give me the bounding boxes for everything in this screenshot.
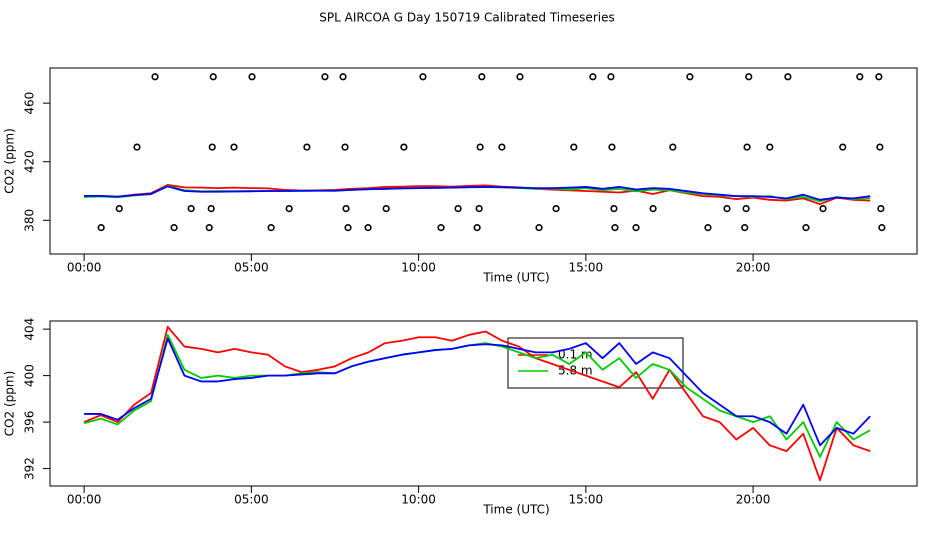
data-point: [570, 143, 578, 151]
data-point: [205, 224, 213, 232]
data-point: [856, 73, 864, 81]
data-point: [230, 143, 238, 151]
data-point: [151, 73, 159, 81]
data-point: [876, 143, 884, 151]
data-point: [610, 204, 618, 213]
x-tick-label: 00:00: [67, 493, 102, 507]
data-point: [187, 204, 195, 213]
data-point: [476, 143, 484, 151]
data-point: [686, 73, 694, 81]
data-point: [454, 204, 462, 213]
data-point: [552, 204, 560, 213]
x-axis-label: Time (UTC): [482, 503, 549, 517]
data-point: [784, 73, 792, 81]
plot-frame: [49, 67, 918, 255]
data-point: [516, 73, 524, 81]
data-point: [285, 204, 293, 213]
data-point: [742, 204, 750, 213]
x-tick-label: 05:00: [234, 493, 269, 507]
data-point: [437, 224, 445, 232]
data-line: [84, 183, 871, 206]
data-point: [878, 224, 886, 232]
data-point: [478, 73, 486, 81]
data-point: [400, 143, 408, 151]
data-point: [611, 224, 619, 232]
x-axis-label: Time (UTC): [482, 271, 549, 285]
data-point: [743, 143, 751, 151]
data-point: [723, 204, 731, 213]
data-point: [819, 204, 827, 213]
x-tick-label: 10:00: [401, 493, 436, 507]
x-tick-label: 05:00: [234, 261, 269, 275]
data-point: [170, 224, 178, 232]
data-point: [248, 73, 256, 81]
data-point: [303, 143, 311, 151]
data-point: [267, 224, 275, 232]
data-point: [475, 204, 483, 213]
data-point: [766, 143, 774, 151]
data-point: [741, 224, 749, 232]
data-point: [745, 73, 753, 81]
y-tick-label: 392: [23, 457, 37, 480]
x-tick-label: 10:00: [401, 261, 436, 275]
data-point: [473, 224, 481, 232]
data-point: [208, 143, 216, 151]
data-point: [419, 73, 427, 81]
data-point: [607, 73, 615, 81]
x-tick-label: 20:00: [736, 493, 771, 507]
data-point: [342, 204, 350, 213]
y-tick-label: 396: [23, 411, 37, 434]
data-point: [207, 204, 215, 213]
data-point: [802, 224, 810, 232]
x-tick-label: 15:00: [569, 493, 604, 507]
y-tick-label: 460: [23, 92, 37, 115]
y-axis-label: CO2 (ppm): [3, 128, 17, 194]
y-tick-label: 400: [23, 364, 37, 387]
data-point: [877, 204, 885, 213]
data-point: [632, 224, 640, 232]
y-tick-label: 420: [23, 150, 37, 173]
data-point: [339, 73, 347, 81]
x-tick-label: 15:00: [569, 261, 604, 275]
data-point: [364, 224, 372, 232]
y-tick-label: 404: [23, 318, 37, 341]
data-point: [589, 73, 597, 81]
data-point: [498, 143, 506, 151]
legend-label: 0.1 m: [558, 348, 593, 362]
data-point: [344, 224, 352, 232]
chart-title: SPL AIRCOA G Day 150719 Calibrated Times…: [319, 11, 614, 25]
data-line: [84, 337, 871, 447]
y-tick-label: 380: [23, 209, 37, 232]
data-point: [704, 224, 712, 232]
data-point: [839, 143, 847, 151]
data-point: [97, 224, 105, 232]
data-line: [84, 185, 871, 201]
data-point: [115, 204, 123, 213]
data-line: [83, 325, 871, 482]
data-point: [875, 73, 883, 81]
x-tick-label: 20:00: [736, 261, 771, 275]
data-point: [535, 224, 543, 232]
y-axis-label: CO2 (ppm): [3, 371, 17, 437]
data-point: [382, 204, 390, 213]
data-point: [669, 143, 677, 151]
data-point: [608, 143, 616, 151]
data-point: [649, 204, 657, 213]
plot-frame: [49, 320, 918, 487]
data-point: [209, 73, 217, 81]
data-point: [133, 143, 141, 151]
x-tick-label: 00:00: [67, 261, 102, 275]
data-point: [341, 143, 349, 151]
data-point: [321, 73, 329, 81]
